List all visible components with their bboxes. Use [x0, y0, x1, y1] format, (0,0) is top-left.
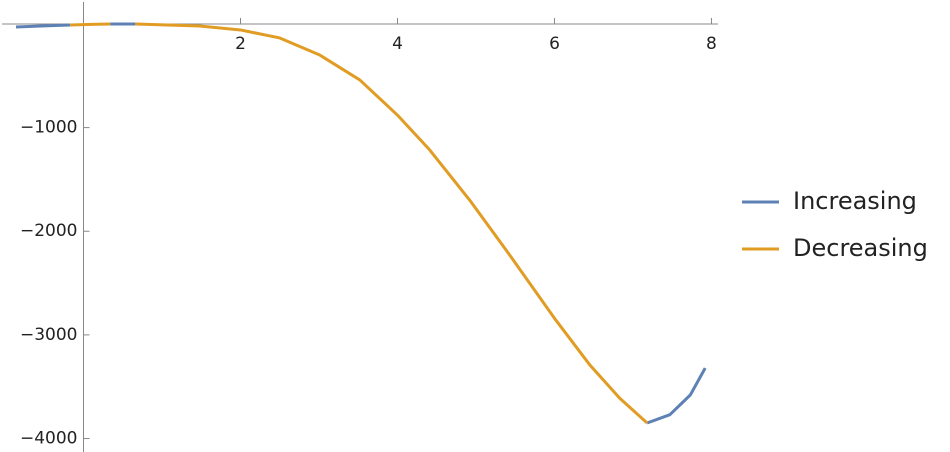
- x-tick-label: 8: [706, 34, 717, 54]
- x-tick-label: 2: [235, 34, 246, 54]
- y-tick-label: −1000: [20, 118, 78, 138]
- series-line: [15, 22, 707, 425]
- series-line: [70, 22, 649, 425]
- legend-label: Increasing: [793, 187, 917, 215]
- y-tick-label: −4000: [20, 429, 78, 449]
- y-tick-label: −3000: [20, 325, 78, 345]
- x-tick-label: 6: [549, 34, 560, 54]
- x-tick-label: 4: [392, 34, 403, 54]
- legend-label: Decreasing: [793, 234, 928, 262]
- y-tick-label: −2000: [20, 221, 78, 241]
